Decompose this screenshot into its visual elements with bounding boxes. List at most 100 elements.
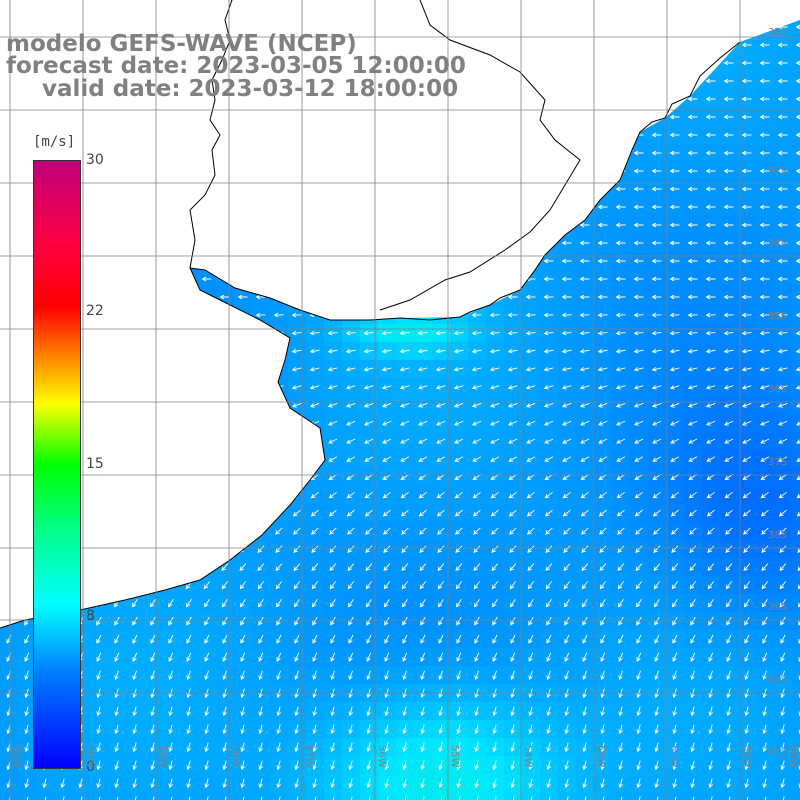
wind-arrow [473, 563, 481, 572]
wind-arrow [383, 563, 391, 572]
wind-arrow [795, 330, 800, 336]
wind-arrow [255, 312, 266, 318]
wind-arrow [417, 330, 428, 336]
wind-arrow [579, 420, 590, 426]
wind-arrow [381, 330, 392, 336]
wind-arrow [600, 652, 606, 663]
wind-arrow [795, 168, 800, 174]
wind-arrow [742, 438, 752, 444]
wind-arrow [635, 545, 643, 553]
wind-arrow [364, 491, 373, 499]
wind-arrow [186, 706, 191, 717]
wind-arrow [723, 222, 734, 228]
wind-arrow [778, 491, 787, 499]
wind-arrow [617, 563, 625, 572]
wind-arrow [780, 598, 786, 608]
wind-arrow [777, 96, 788, 102]
wind-arrow [690, 634, 696, 644]
wind-arrow [221, 581, 229, 590]
wind-arrow [168, 706, 173, 717]
wind-arrow [741, 348, 752, 354]
wind-arrow [672, 634, 678, 644]
wind-arrow [401, 527, 409, 535]
wind-arrow [239, 581, 247, 590]
wind-arrow [420, 706, 425, 717]
wind-arrow [741, 330, 752, 336]
field-cell [234, 792, 252, 800]
wind-arrow [564, 760, 569, 771]
wind-arrow [687, 150, 698, 156]
wind-arrow [544, 456, 554, 462]
field-cell [792, 720, 800, 738]
wind-arrow [471, 420, 482, 426]
wind-arrow [114, 778, 119, 789]
wind-arrow [437, 563, 445, 572]
wind-arrow [98, 796, 101, 800]
wind-arrow [168, 670, 173, 681]
wind-arrow [545, 581, 553, 590]
wind-arrow [651, 403, 662, 408]
wind-arrow [330, 742, 335, 753]
wind-arrow [363, 348, 374, 354]
wind-arrow [618, 778, 623, 789]
wind-arrow [489, 420, 500, 426]
field-cell [342, 792, 360, 800]
wind-arrow [186, 634, 192, 644]
wind-arrow [723, 385, 734, 390]
wind-arrow [762, 652, 768, 663]
wind-arrow [528, 616, 534, 626]
wind-arrow [777, 258, 788, 264]
wind-arrow [759, 60, 770, 66]
wind-arrow [651, 132, 662, 138]
wind-arrow [705, 312, 716, 318]
wind-arrow [777, 204, 788, 210]
wind-arrow [366, 598, 372, 608]
wind-arrow [330, 652, 336, 663]
wind-arrow [762, 634, 768, 644]
wind-arrow [597, 258, 608, 264]
wind-arrow [258, 760, 263, 771]
wind-arrow [762, 616, 768, 626]
field-cell [162, 792, 180, 800]
wind-arrow [186, 670, 191, 681]
lat-label-34s: 34S [768, 238, 788, 249]
wind-arrow [474, 634, 480, 644]
wind-arrow [346, 456, 356, 462]
wind-arrow [687, 385, 698, 390]
wind-arrow [438, 760, 443, 771]
wind-arrow [437, 545, 445, 553]
wind-arrow [762, 742, 767, 753]
wind-arrow [620, 796, 623, 800]
wind-arrow [616, 456, 626, 462]
wind-arrow [546, 634, 552, 644]
wind-arrow [598, 438, 608, 444]
wind-arrow [707, 581, 715, 590]
wind-arrow [456, 760, 461, 771]
wind-arrow [600, 724, 605, 735]
wind-arrow [366, 742, 371, 753]
field-cell [378, 792, 396, 800]
wind-arrow [114, 634, 120, 644]
wind-arrow [512, 796, 515, 800]
wind-arrow [687, 330, 698, 336]
wind-arrow [384, 706, 389, 717]
wind-arrow [669, 420, 680, 426]
wind-arrow [330, 760, 335, 771]
wind-arrow [329, 563, 337, 572]
wind-arrow [507, 367, 518, 372]
wind-arrow [672, 652, 678, 663]
wind-arrow [382, 438, 392, 444]
wind-arrow [689, 563, 697, 572]
wind-arrow [599, 563, 607, 572]
wind-arrow [24, 724, 29, 735]
wind-arrow [795, 222, 800, 228]
wind-arrow [669, 276, 680, 282]
field-cell [702, 792, 720, 800]
wind-arrow [579, 258, 590, 264]
wind-arrow [798, 602, 800, 608]
wind-arrow [384, 778, 389, 789]
field-cell [198, 792, 216, 800]
wind-arrow [437, 527, 445, 535]
wind-arrow [224, 796, 227, 800]
wind-arrow [669, 348, 680, 354]
